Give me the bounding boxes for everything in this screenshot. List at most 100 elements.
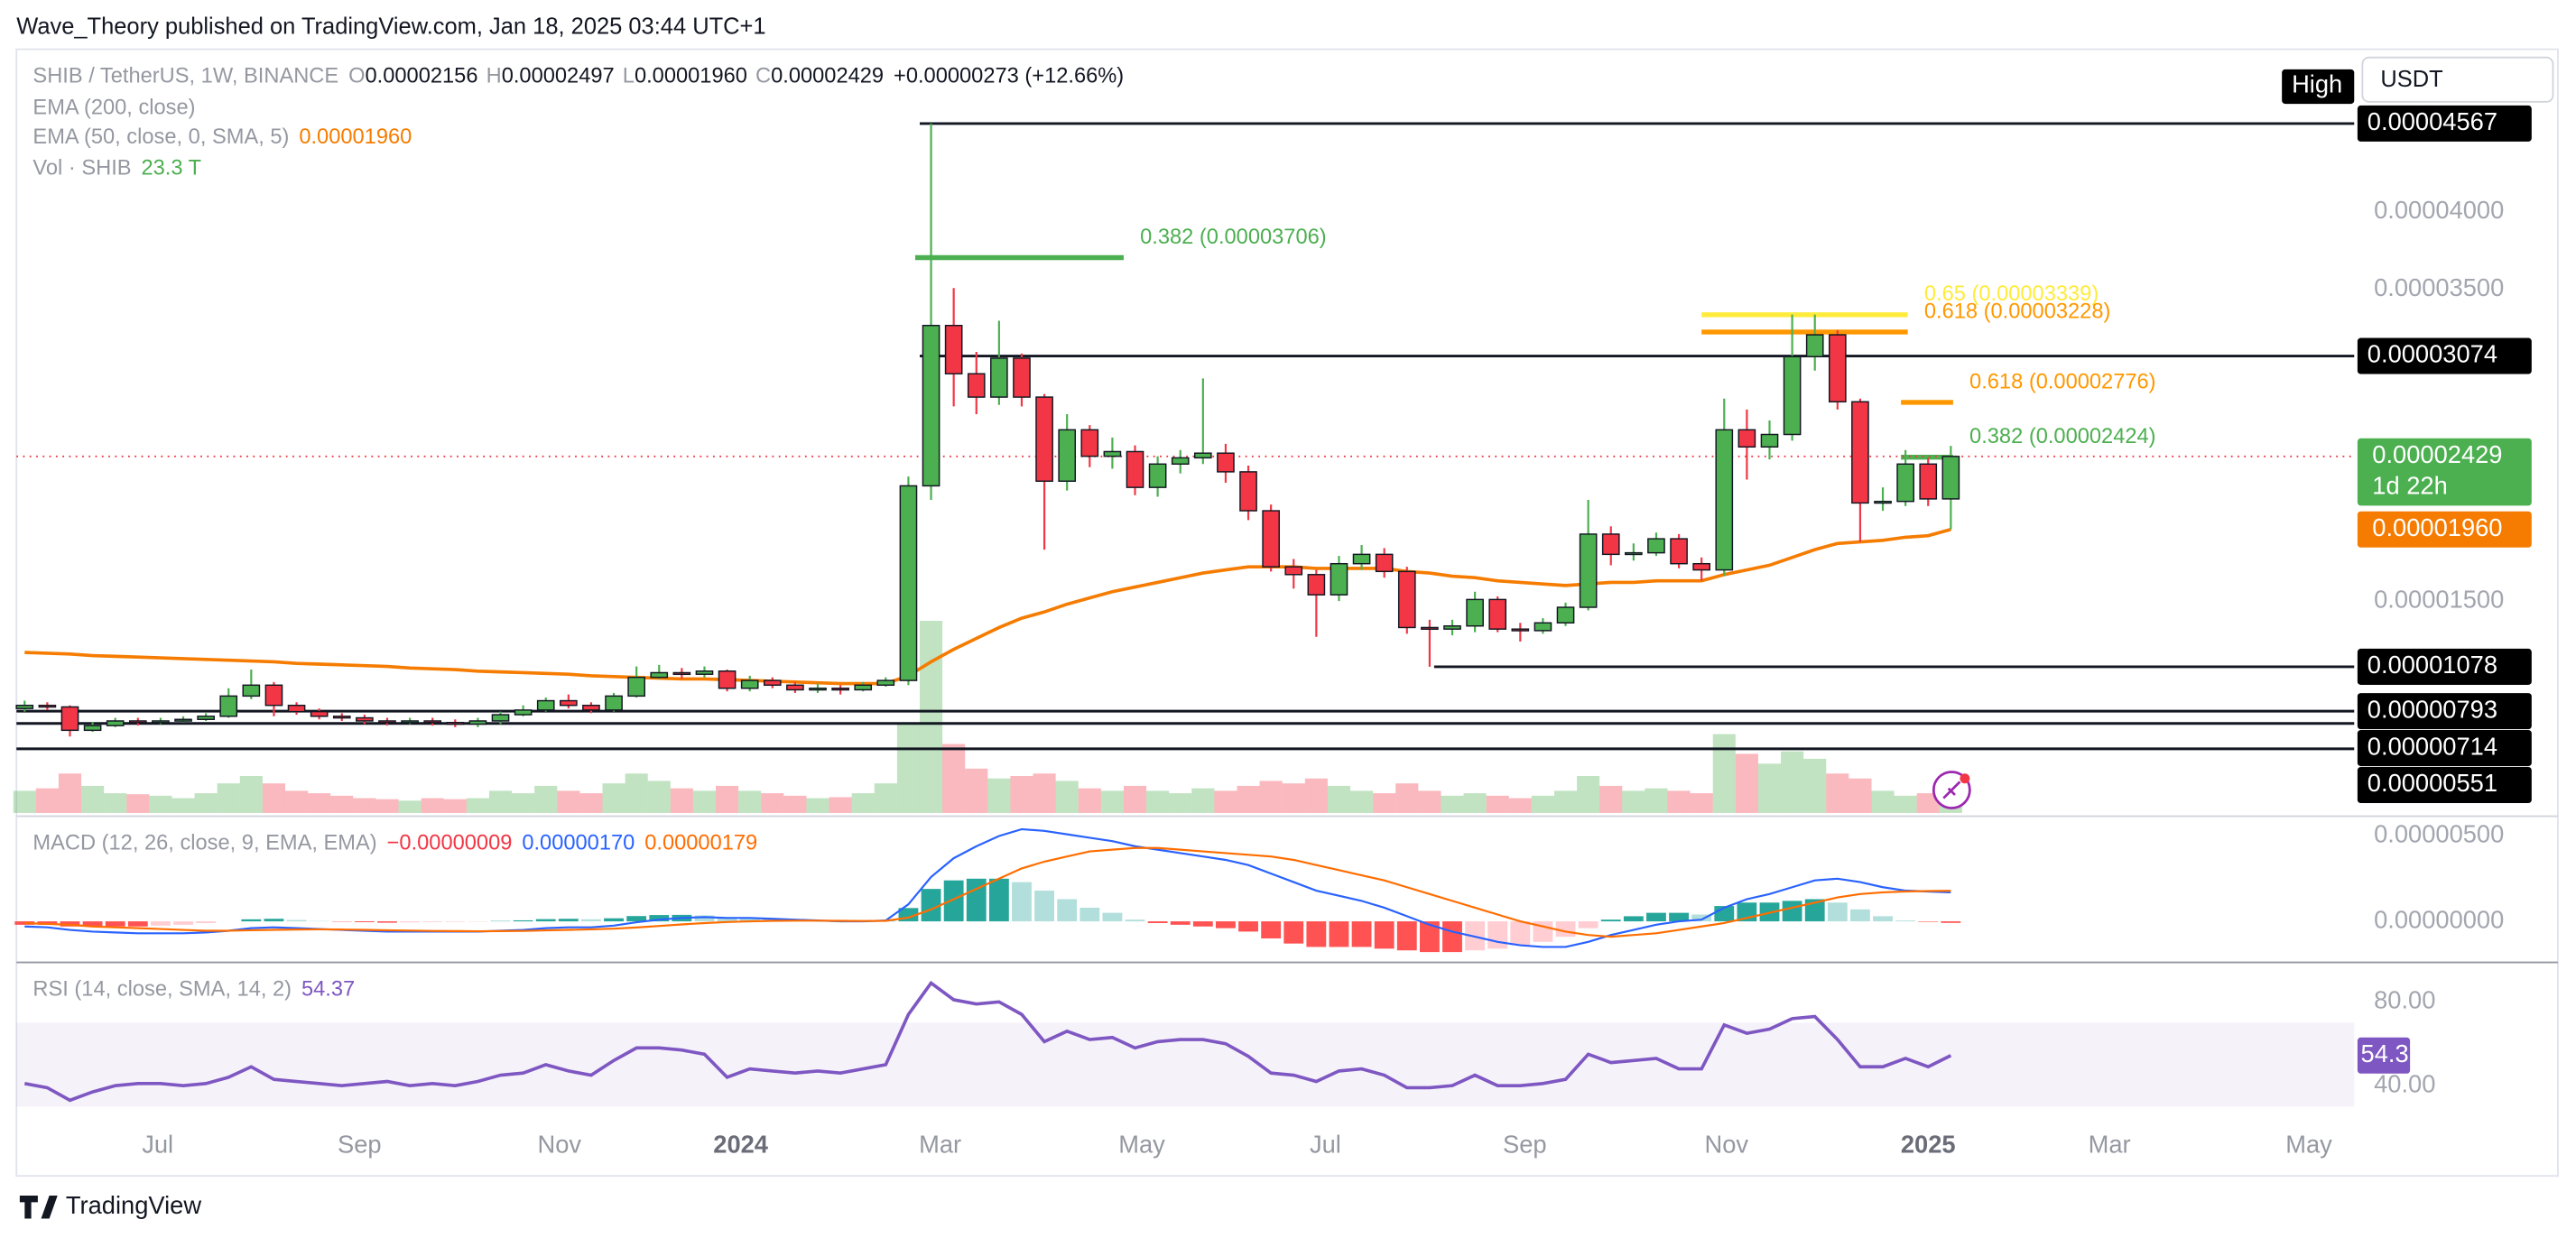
volume-bar: [1100, 790, 1124, 813]
candle-body: [1193, 452, 1212, 459]
volume-bar: [1916, 793, 1940, 813]
level-label-box: [2357, 337, 2532, 374]
rsi-line: [23, 980, 1952, 1103]
high-label-box: [2282, 69, 2355, 105]
ohlc-value: 0.00002156: [366, 65, 478, 88]
macd-legend: MACD (12, 26, close, 9, EMA, EMA) −0.0000…: [32, 832, 757, 855]
volume-bar: [35, 788, 59, 813]
volume-bar: [1123, 785, 1147, 813]
level-label-box: [2357, 693, 2532, 730]
candle-body: [1625, 551, 1643, 556]
macd-histogram-bar: [1192, 921, 1213, 927]
volume-bar: [557, 790, 580, 813]
volume-bar: [375, 799, 399, 813]
macd-histogram-bar: [535, 919, 556, 922]
macd-histogram-bar: [422, 921, 443, 922]
volume-bar: [647, 781, 671, 813]
candle-body: [332, 716, 351, 719]
volume-bar: [104, 793, 127, 813]
volume-bar: [1373, 793, 1396, 813]
macd-histogram-bar: [1283, 921, 1304, 944]
macd-line: [24, 846, 1951, 938]
candle-body: [106, 720, 125, 726]
ema-line: [24, 527, 1951, 686]
candle-body: [174, 718, 192, 722]
candle-body: [1941, 456, 1960, 500]
volume-bar: [716, 785, 739, 813]
candle-body: [1670, 538, 1688, 565]
y-tick-label: 0.00000500: [2374, 820, 2504, 848]
fib-label: 0.382 (0.00003706): [1140, 226, 1327, 249]
ohlc-key: O: [348, 65, 365, 88]
level-label-box: [2357, 648, 2532, 685]
volume-name: Vol · SHIB: [32, 157, 131, 180]
macd-histogram-bar: [1600, 919, 1621, 922]
volume-bar: [1894, 795, 1917, 813]
indicator-legend: EMA (50, close, 0, SMA, 5) 0.00001960: [32, 125, 412, 149]
macd-histogram-bar: [921, 889, 941, 922]
candle-body: [1171, 457, 1190, 466]
macd-histogram-bar: [558, 919, 579, 922]
volume-bar: [896, 724, 920, 813]
candle-body: [1579, 533, 1598, 608]
volume-bar: [1033, 773, 1056, 813]
candle-body: [876, 679, 895, 687]
volume-bar: [1486, 795, 1509, 813]
y-tick-label: 40.00: [2374, 1069, 2435, 1097]
candle-body: [1737, 429, 1756, 448]
level-label: 0.00000714: [2368, 732, 2497, 760]
volume-bar: [1849, 778, 1872, 813]
candle-body: [152, 720, 170, 724]
macd-histogram-bar: [604, 918, 624, 922]
volume-legend: Vol · SHIB 23.3 T: [32, 157, 201, 180]
macd-histogram-bar: [1669, 912, 1689, 922]
volume-value: 23.3 T: [141, 157, 201, 180]
volume-bar: [1826, 773, 1849, 813]
x-tick-label: May: [1118, 1131, 1165, 1159]
macd-histogram-bar: [377, 921, 397, 923]
volume-bar: [1645, 788, 1668, 813]
volume-bar: [1146, 790, 1170, 813]
volume-bar: [1757, 763, 1782, 813]
macd-histogram-bar: [1329, 921, 1349, 947]
candle-body: [1534, 622, 1552, 632]
candle-body: [128, 720, 147, 724]
candle-body: [219, 695, 238, 717]
macd-histogram-bar: [1216, 921, 1236, 928]
x-tick-label: Sep: [1503, 1131, 1547, 1159]
volume-bar: [1055, 781, 1079, 813]
symbol-legend: SHIB / TetherUS, 1W, BINANCE O0.00002156 H…: [32, 65, 1124, 88]
macd-histogram-bar: [1646, 912, 1666, 922]
x-tick-label: May: [2285, 1131, 2332, 1159]
volume-bar: [1735, 753, 1758, 813]
volume-bar: [1553, 790, 1578, 813]
currency-label[interactable]: USDT: [2380, 67, 2442, 92]
candle-body: [310, 710, 329, 717]
volume-bar: [1191, 788, 1215, 813]
volume-bar: [965, 768, 988, 813]
macd-histogram-bar: [1827, 902, 1848, 922]
candle-body: [38, 704, 57, 708]
ohlc-key: L: [623, 65, 635, 88]
macd-histogram-bar: [1941, 921, 1961, 923]
candle-body: [1035, 396, 1053, 482]
candle-body: [83, 725, 102, 732]
level-label: 0.00004567: [2368, 107, 2497, 135]
currency-button[interactable]: [2361, 56, 2554, 103]
volume-bar: [783, 795, 807, 813]
volume-bar: [81, 785, 105, 813]
volume-bar: [1622, 790, 1645, 813]
macd-title: MACD (12, 26, close, 9, EMA, EMA): [32, 832, 376, 855]
macd-histogram-bar: [1918, 921, 1939, 922]
alert-dot: [1960, 773, 1970, 784]
macd-histogram-bar: [649, 915, 670, 922]
macd-histogram-bar: [1125, 919, 1145, 922]
x-tick-label: Nov: [1705, 1131, 1749, 1159]
fib-label: 0.65 (0.00003339): [1924, 282, 2099, 306]
change: +0.00000273 (+12.66%): [894, 65, 1124, 88]
macd-histogram-bar: [581, 919, 601, 922]
macd-histogram-bar: [1782, 901, 1802, 922]
macd-histogram-bar: [150, 921, 171, 926]
